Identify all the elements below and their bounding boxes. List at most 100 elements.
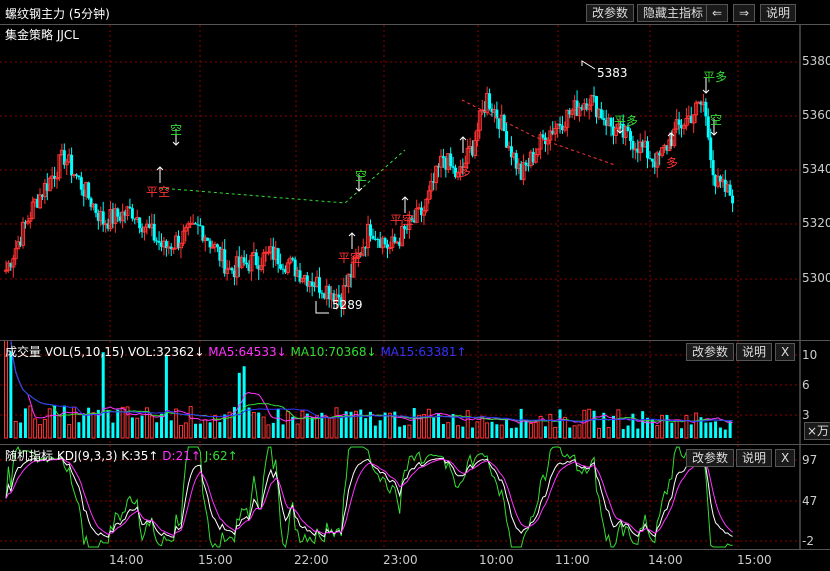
volume-help-button[interactable]: 说明 (736, 343, 773, 361)
signal-short: 空 (355, 169, 368, 183)
candle-down (70, 154, 74, 176)
candle-up (521, 162, 526, 181)
volume-bar (295, 423, 300, 439)
candle-down (648, 158, 652, 160)
volume-bar (553, 426, 558, 439)
candle-down (398, 241, 402, 246)
candle-down (291, 258, 295, 260)
volume-bar (198, 423, 202, 438)
candle-down (677, 119, 681, 125)
volume-bar (490, 421, 494, 438)
kdj-help-button[interactable]: 说明 (736, 449, 773, 467)
help-button[interactable]: 说明 (760, 4, 797, 22)
candle-down (728, 184, 732, 196)
candle-down (349, 274, 353, 278)
volume-unit-label: ×万 (804, 422, 830, 440)
scroll-right-button[interactable]: ⇒ (733, 4, 756, 22)
candle-down (94, 204, 98, 213)
candle-up (47, 177, 52, 192)
candle-down (665, 145, 669, 151)
volume-bar (106, 409, 110, 438)
volume-bar (612, 415, 615, 438)
candle-up (353, 256, 358, 259)
volume-bar (164, 355, 168, 438)
kdj-j-value: J:62↑ (204, 449, 238, 463)
volume-bar (592, 410, 596, 438)
volume-chart[interactable] (0, 341, 830, 444)
volume-bar (300, 410, 305, 439)
candle-down (509, 146, 513, 158)
kdj-line (5, 458, 733, 537)
x-label: 14:00 (648, 553, 683, 567)
candle-down (410, 218, 414, 221)
volume-bar (398, 426, 402, 438)
volume-ma5: MA5:64533↓ (208, 345, 287, 359)
change-params-button[interactable]: 改参数 (586, 4, 635, 22)
volume-params-button[interactable]: 改参数 (686, 343, 735, 361)
candle-down (130, 208, 134, 219)
volume-close-button[interactable]: X (775, 343, 796, 361)
candle-up (533, 154, 538, 163)
candle-up (30, 201, 35, 219)
candle-down (626, 126, 630, 132)
candle-down (206, 237, 210, 241)
signal-arrow-head (348, 232, 356, 237)
kdj-chart[interactable] (0, 445, 830, 549)
candle-up (438, 155, 443, 168)
candle-down (322, 293, 326, 299)
candle-down (432, 181, 436, 183)
candle-down (441, 156, 445, 158)
volume-bar (528, 423, 533, 439)
volume-bar (616, 409, 621, 439)
volume-name: 成交量 (5, 345, 42, 359)
candle-up (225, 268, 230, 274)
candle-down (116, 208, 120, 217)
volume-bar (266, 424, 271, 439)
volume-bar (364, 418, 368, 438)
volume-bar (670, 422, 674, 438)
volume-bar (728, 421, 732, 438)
y-tick-5320: 5320 (802, 216, 830, 230)
volume-bar (636, 428, 640, 438)
volume-bar (174, 408, 179, 439)
candle-down (699, 102, 703, 105)
candle-down (160, 242, 164, 247)
candle-down (36, 199, 40, 208)
candle-up (472, 140, 477, 156)
candle-down (337, 294, 341, 298)
volume-bar (626, 425, 630, 438)
kdj-k-value: K:35↑ (121, 449, 159, 463)
scroll-left-button[interactable]: ⇐ (706, 4, 729, 22)
hide-indicator-button[interactable]: 隐藏主指标 (637, 4, 710, 22)
candle-down (230, 268, 234, 271)
candle-up (538, 134, 543, 150)
volume-bar (23, 408, 27, 438)
candle-down (293, 259, 297, 277)
trend-line-short (159, 149, 406, 204)
volume-bar (680, 428, 684, 438)
x-label: 14:00 (109, 553, 144, 567)
candle-down (194, 223, 198, 225)
volume-bar (38, 424, 43, 439)
candle-up (536, 148, 541, 156)
candle-down (106, 223, 110, 229)
candle-down (157, 241, 161, 243)
candle-down (612, 126, 615, 136)
kdj-params-button[interactable]: 改参数 (686, 449, 735, 467)
candle-up (613, 127, 618, 136)
candle-down (514, 153, 518, 169)
signal-short: 空 (170, 123, 183, 137)
kdj-line (5, 445, 733, 549)
candle-down (706, 116, 710, 138)
volume-bar (42, 418, 47, 439)
candle-down (609, 118, 613, 127)
candle-down (519, 164, 523, 180)
volume-bar (353, 410, 358, 439)
volume-bar (417, 414, 422, 439)
x-label: 23:00 (383, 553, 418, 567)
candle-down (305, 275, 309, 287)
x-label: 15:00 (198, 553, 233, 567)
candlestick-chart[interactable] (0, 25, 830, 340)
candle-down (111, 209, 115, 224)
kdj-close-button[interactable]: X (775, 449, 796, 467)
